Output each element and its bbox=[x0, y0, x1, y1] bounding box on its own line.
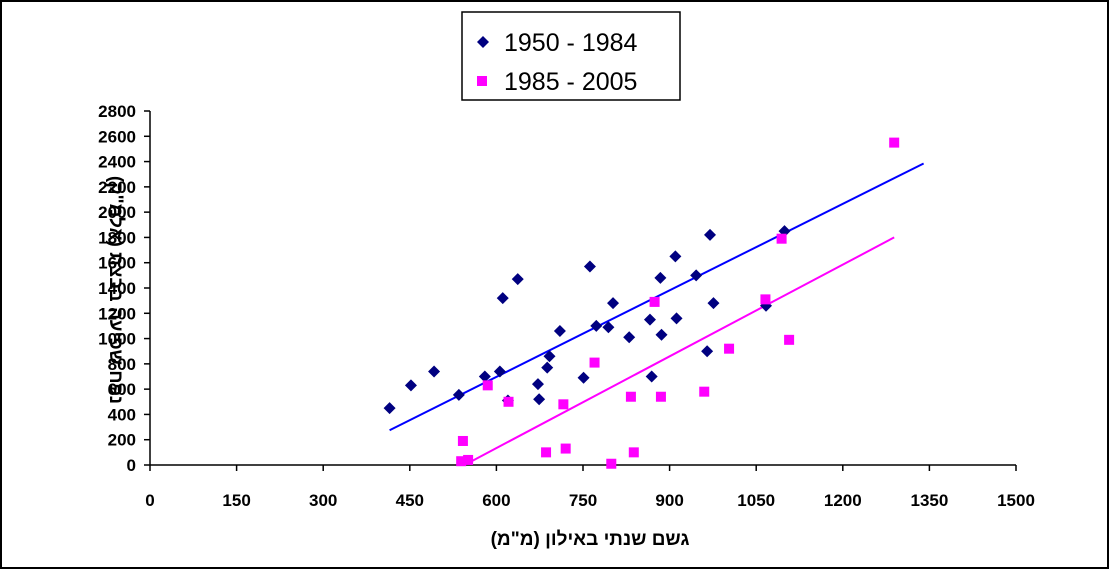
y-tick-labels: 0 200 400 600 800 1000 1200 1400 1600 1800 2000 220… bbox=[98, 102, 150, 475]
data-point-diamond bbox=[590, 319, 603, 332]
data-points bbox=[383, 137, 900, 469]
legend: 1950 - 1984 1985 - 2005 bbox=[461, 11, 681, 101]
x-tick-label: 150 bbox=[222, 491, 250, 510]
data-point-diamond bbox=[543, 350, 556, 363]
data-point-diamond bbox=[383, 402, 396, 415]
data-point-square bbox=[699, 386, 710, 397]
legend-square-marker bbox=[477, 76, 487, 86]
y-tick-label: 1400 bbox=[98, 279, 136, 298]
x-tick-label: 900 bbox=[655, 491, 683, 510]
data-point-diamond bbox=[452, 388, 465, 401]
x-tick-label: 450 bbox=[396, 491, 424, 510]
x-tick-label: 0 bbox=[145, 491, 154, 510]
legend-item-1950-1984: 1950 - 1984 bbox=[477, 29, 638, 57]
data-point-square bbox=[889, 137, 900, 148]
y-tick-label: 1800 bbox=[98, 228, 136, 247]
x-axis-title: גשם שנתי באילון (מ"מ) bbox=[491, 529, 690, 550]
y-tick-label: 1600 bbox=[98, 254, 136, 273]
y-tick-label: 1000 bbox=[98, 330, 136, 349]
data-point-square bbox=[541, 447, 552, 458]
legend-item-1985-2005: 1985 - 2005 bbox=[477, 68, 637, 96]
y-tick-label: 800 bbox=[108, 355, 136, 374]
data-point-square bbox=[628, 447, 639, 458]
y-tick-label: 1200 bbox=[98, 304, 136, 323]
data-point-diamond bbox=[511, 273, 524, 286]
data-point-diamond bbox=[704, 228, 717, 241]
legend-box bbox=[461, 11, 681, 101]
data-point-diamond bbox=[669, 250, 682, 263]
data-point-square bbox=[724, 343, 735, 354]
data-point-square bbox=[776, 233, 787, 244]
series-2 bbox=[456, 137, 900, 469]
data-point-square bbox=[784, 334, 795, 345]
y-tick-label: 400 bbox=[108, 405, 136, 424]
legend-label: 1985 - 2005 bbox=[504, 68, 637, 96]
data-point-square bbox=[760, 294, 771, 305]
y-tick-label: 2400 bbox=[98, 153, 136, 172]
x-tick-label: 300 bbox=[309, 491, 337, 510]
legend-label: 1950 - 1984 bbox=[504, 29, 638, 57]
data-point-diamond bbox=[493, 365, 506, 378]
y-tick-label: 0 bbox=[127, 456, 136, 475]
trendlines bbox=[389, 162, 925, 463]
data-point-square bbox=[463, 454, 474, 465]
data-point-diamond bbox=[404, 379, 417, 392]
y-tick-label: 2800 bbox=[98, 102, 136, 121]
data-point-diamond bbox=[607, 297, 620, 310]
data-point-square bbox=[589, 357, 600, 368]
data-point-diamond bbox=[643, 313, 656, 326]
y-axis-title: נפח שפיעה בבצת (אלמ"ק) bbox=[105, 176, 126, 404]
x-tick-label: 600 bbox=[482, 491, 510, 510]
data-point-square bbox=[625, 391, 636, 402]
y-tick-label: 2000 bbox=[98, 203, 136, 222]
data-point-square bbox=[503, 396, 514, 407]
trendline bbox=[469, 236, 895, 463]
data-point-diamond bbox=[690, 269, 703, 282]
x-tick-labels: 0 150 300 450 600 750 900 1050 1200 1350 1500 bbox=[145, 465, 1035, 510]
data-point-diamond bbox=[583, 260, 596, 273]
data-point-square bbox=[456, 456, 467, 467]
y-tick-label: 200 bbox=[108, 431, 136, 450]
x-tick-label: 1200 bbox=[824, 491, 862, 510]
data-point-square bbox=[560, 443, 571, 454]
data-point-square bbox=[457, 435, 468, 446]
x-tick-label: 1350 bbox=[910, 491, 948, 510]
data-point-diamond bbox=[553, 324, 566, 337]
data-point-square bbox=[558, 399, 569, 410]
data-point-diamond bbox=[602, 321, 615, 334]
x-tick-label: 750 bbox=[569, 491, 597, 510]
y-tick-label: 2600 bbox=[98, 127, 136, 146]
legend-diamond-marker bbox=[477, 36, 489, 48]
data-point-square bbox=[655, 391, 666, 402]
data-point-diamond bbox=[654, 271, 667, 284]
trendline bbox=[389, 162, 925, 432]
data-point-square bbox=[649, 296, 660, 307]
data-point-diamond bbox=[623, 331, 636, 344]
data-point-diamond bbox=[531, 378, 544, 391]
data-point-diamond bbox=[707, 297, 720, 310]
data-point-diamond bbox=[428, 365, 441, 378]
data-point-diamond bbox=[541, 361, 554, 374]
data-point-diamond bbox=[496, 292, 509, 305]
data-point-diamond bbox=[577, 371, 590, 384]
series-1 bbox=[383, 225, 791, 415]
y-tick-label: 600 bbox=[108, 380, 136, 399]
data-point-square bbox=[482, 380, 493, 391]
data-point-diamond bbox=[701, 345, 714, 358]
y-tick-label: 2200 bbox=[98, 178, 136, 197]
data-point-diamond bbox=[670, 312, 683, 325]
data-point-diamond bbox=[533, 393, 546, 406]
data-point-diamond bbox=[655, 328, 668, 341]
data-point-diamond bbox=[478, 370, 491, 383]
x-tick-label: 1500 bbox=[997, 491, 1035, 510]
data-point-diamond bbox=[645, 370, 658, 383]
data-point-square bbox=[606, 458, 617, 469]
x-tick-label: 1050 bbox=[737, 491, 775, 510]
